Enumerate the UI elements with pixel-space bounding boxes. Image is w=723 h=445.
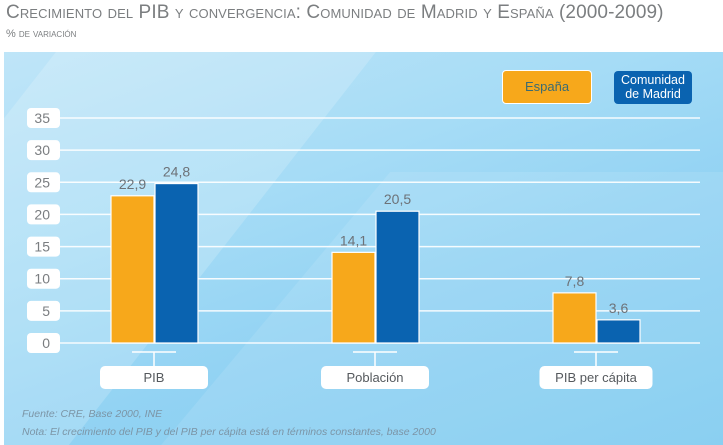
category-pill: [321, 366, 429, 389]
y-tick-pill: [27, 300, 60, 321]
bar-espana: [331, 251, 376, 344]
data-label: 14,1: [340, 232, 367, 248]
y-tick-label: 35: [34, 110, 50, 126]
legend-label-line1: Comunidad: [621, 73, 685, 87]
x-tick-label: PIB: [144, 370, 165, 385]
chart-title: Crecimiento del PIB y convergencia: Comu…: [6, 2, 664, 23]
bar-madrid: [375, 210, 420, 344]
note-footnote: Nota: El crecimiento del PIB y del PIB p…: [22, 426, 436, 438]
legend-item-comunidad-de-madrid: Comunidad de Madrid: [614, 71, 692, 104]
y-tick-pill: [27, 333, 60, 353]
legend-label: España: [524, 79, 570, 94]
y-tick-pill: [27, 108, 60, 128]
y-tick-label: 25: [34, 174, 50, 190]
bar-espana: [552, 292, 597, 344]
y-tick-pill: [27, 236, 60, 257]
category-pill: [539, 366, 653, 389]
y-tick-label: 20: [34, 206, 50, 222]
y-tick-pill: [27, 268, 60, 289]
y-tick-pill: [27, 140, 60, 161]
y-tick-label: 0: [42, 335, 50, 351]
bar-espana: [110, 195, 155, 344]
data-label: 22,9: [119, 176, 146, 192]
x-tick-label: PIB per cápita: [555, 370, 637, 385]
data-label: 24,8: [163, 164, 190, 180]
chart-subtitle: % de variación: [6, 28, 77, 40]
y-tick-pill: [27, 172, 60, 193]
y-tick-label: 30: [34, 142, 50, 158]
y-tick-label: 5: [42, 303, 50, 319]
data-label: 3,6: [609, 300, 629, 316]
data-label: 7,8: [565, 273, 585, 289]
y-tick-label: 15: [34, 239, 50, 255]
category-pill: [100, 366, 208, 389]
y-tick-pill: [27, 204, 60, 225]
data-label: 20,5: [384, 191, 411, 207]
source-footnote: Fuente: CRE, Base 2000, INE: [22, 408, 163, 420]
x-tick-label: Población: [346, 370, 403, 385]
bar-madrid: [596, 319, 641, 344]
legend-item-espana: España: [502, 70, 592, 104]
bar-madrid: [154, 182, 199, 344]
y-tick-label: 10: [34, 271, 50, 287]
legend-label-line2: de Madrid: [625, 87, 681, 101]
